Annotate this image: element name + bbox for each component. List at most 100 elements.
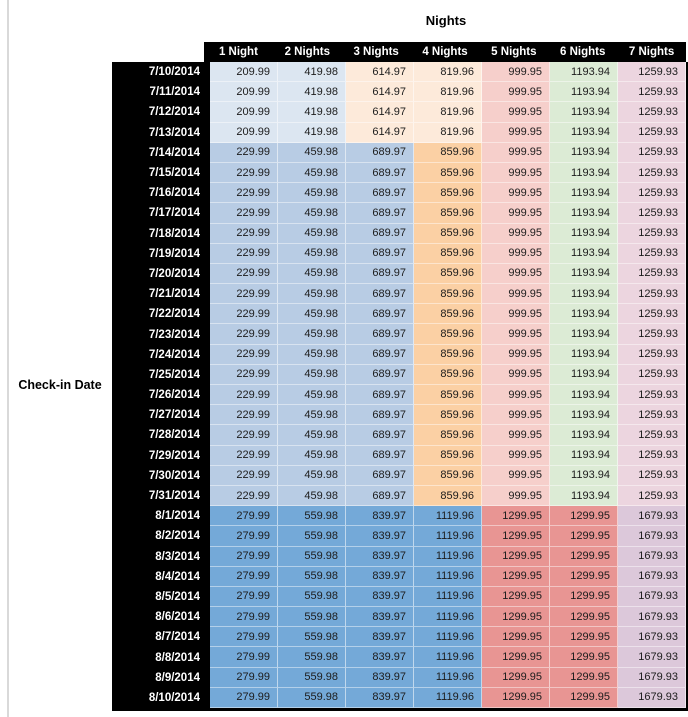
price-cell[interactable]: 1119.96 <box>414 586 482 608</box>
price-cell[interactable]: 689.97 <box>346 203 414 224</box>
price-cell[interactable]: 1259.93 <box>618 62 686 83</box>
price-cell[interactable]: 839.97 <box>346 506 414 527</box>
price-cell[interactable]: 819.96 <box>414 102 482 123</box>
price-cell[interactable]: 459.98 <box>278 263 346 285</box>
price-cell[interactable]: 689.97 <box>346 284 414 305</box>
price-cell[interactable]: 459.98 <box>278 203 346 224</box>
price-cell[interactable]: 1193.94 <box>550 263 618 285</box>
price-cell[interactable]: 1193.94 <box>550 142 618 163</box>
price-cell[interactable]: 1119.96 <box>414 667 482 688</box>
price-cell[interactable]: 614.97 <box>346 62 414 83</box>
price-cell[interactable]: 839.97 <box>346 546 414 567</box>
price-cell[interactable]: 1679.93 <box>618 586 686 608</box>
price-cell[interactable]: 459.98 <box>278 465 346 486</box>
price-cell[interactable]: 559.98 <box>278 607 346 628</box>
price-cell[interactable]: 859.96 <box>414 263 482 285</box>
price-cell[interactable]: 1259.93 <box>618 385 686 406</box>
price-cell[interactable]: 999.95 <box>482 122 550 143</box>
price-cell[interactable]: 559.98 <box>278 687 346 708</box>
price-cell[interactable]: 459.98 <box>278 425 346 446</box>
price-cell[interactable]: 1259.93 <box>618 304 686 325</box>
price-cell[interactable]: 859.96 <box>414 465 482 486</box>
price-cell[interactable]: 1259.93 <box>618 263 686 285</box>
price-cell[interactable]: 279.99 <box>210 667 278 688</box>
price-cell[interactable]: 459.98 <box>278 162 346 184</box>
price-cell[interactable]: 559.98 <box>278 586 346 608</box>
price-cell[interactable]: 209.99 <box>210 82 278 103</box>
price-cell[interactable]: 1299.95 <box>550 566 618 587</box>
price-cell[interactable]: 689.97 <box>346 465 414 486</box>
price-cell[interactable]: 689.97 <box>346 385 414 406</box>
price-cell[interactable]: 229.99 <box>210 405 278 426</box>
row-header-date[interactable]: 7/11/2014 <box>112 82 210 103</box>
price-cell[interactable]: 689.97 <box>346 344 414 365</box>
price-cell[interactable]: 859.96 <box>414 284 482 305</box>
price-cell[interactable]: 419.98 <box>278 102 346 123</box>
price-cell[interactable]: 839.97 <box>346 566 414 587</box>
row-header-date[interactable]: 7/13/2014 <box>112 122 210 143</box>
price-cell[interactable]: 279.99 <box>210 586 278 608</box>
price-cell[interactable]: 1193.94 <box>550 485 618 507</box>
price-cell[interactable]: 279.99 <box>210 647 278 668</box>
price-cell[interactable]: 459.98 <box>278 284 346 305</box>
price-cell[interactable]: 999.95 <box>482 183 550 204</box>
price-cell[interactable]: 229.99 <box>210 223 278 244</box>
price-cell[interactable]: 689.97 <box>346 425 414 446</box>
price-cell[interactable]: 819.96 <box>414 62 482 83</box>
price-cell[interactable]: 1259.93 <box>618 82 686 103</box>
price-cell[interactable]: 1299.95 <box>482 647 550 668</box>
price-cell[interactable]: 999.95 <box>482 142 550 163</box>
price-cell[interactable]: 999.95 <box>482 364 550 385</box>
price-cell[interactable]: 1299.95 <box>550 687 618 708</box>
price-cell[interactable]: 1259.93 <box>618 344 686 365</box>
price-cell[interactable]: 419.98 <box>278 62 346 83</box>
price-cell[interactable]: 999.95 <box>482 465 550 486</box>
price-cell[interactable]: 1259.93 <box>618 324 686 345</box>
row-header-date[interactable]: 7/14/2014 <box>112 142 210 163</box>
row-header-date[interactable]: 7/27/2014 <box>112 405 210 426</box>
row-header-date[interactable]: 7/29/2014 <box>112 445 210 466</box>
price-cell[interactable]: 229.99 <box>210 385 278 406</box>
price-cell[interactable]: 1259.93 <box>618 364 686 385</box>
price-cell[interactable]: 1119.96 <box>414 566 482 587</box>
price-cell[interactable]: 999.95 <box>482 62 550 83</box>
price-cell[interactable]: 1119.96 <box>414 687 482 708</box>
price-cell[interactable]: 689.97 <box>346 162 414 184</box>
price-cell[interactable]: 999.95 <box>482 243 550 264</box>
row-header-date[interactable]: 8/4/2014 <box>112 566 210 587</box>
price-cell[interactable]: 1193.94 <box>550 243 618 264</box>
row-header-date[interactable]: 7/19/2014 <box>112 243 210 264</box>
price-cell[interactable]: 1193.94 <box>550 445 618 466</box>
price-cell[interactable]: 459.98 <box>278 344 346 365</box>
price-cell[interactable]: 999.95 <box>482 223 550 244</box>
price-cell[interactable]: 229.99 <box>210 284 278 305</box>
price-cell[interactable]: 229.99 <box>210 203 278 224</box>
price-cell[interactable]: 1299.95 <box>550 607 618 628</box>
price-cell[interactable]: 1299.95 <box>482 566 550 587</box>
price-cell[interactable]: 859.96 <box>414 304 482 325</box>
price-cell[interactable]: 689.97 <box>346 364 414 385</box>
row-header-date[interactable]: 7/21/2014 <box>112 284 210 305</box>
price-cell[interactable]: 1193.94 <box>550 82 618 103</box>
price-cell[interactable]: 1193.94 <box>550 284 618 305</box>
price-cell[interactable]: 1259.93 <box>618 102 686 123</box>
price-cell[interactable]: 1299.95 <box>550 647 618 668</box>
price-cell[interactable]: 1299.95 <box>550 627 618 648</box>
price-cell[interactable]: 999.95 <box>482 284 550 305</box>
price-cell[interactable]: 459.98 <box>278 364 346 385</box>
price-cell[interactable]: 689.97 <box>346 324 414 345</box>
price-cell[interactable]: 279.99 <box>210 526 278 547</box>
price-cell[interactable]: 1259.93 <box>618 223 686 244</box>
price-cell[interactable]: 229.99 <box>210 243 278 264</box>
price-cell[interactable]: 1193.94 <box>550 203 618 224</box>
price-cell[interactable]: 1193.94 <box>550 122 618 143</box>
row-header-date[interactable]: 7/23/2014 <box>112 324 210 345</box>
price-cell[interactable]: 209.99 <box>210 62 278 83</box>
price-cell[interactable]: 1299.95 <box>482 586 550 608</box>
price-cell[interactable]: 689.97 <box>346 445 414 466</box>
price-cell[interactable]: 229.99 <box>210 183 278 204</box>
row-header-date[interactable]: 7/17/2014 <box>112 203 210 224</box>
row-header-date[interactable]: 8/3/2014 <box>112 546 210 567</box>
price-cell[interactable]: 859.96 <box>414 344 482 365</box>
price-cell[interactable]: 1259.93 <box>618 183 686 204</box>
